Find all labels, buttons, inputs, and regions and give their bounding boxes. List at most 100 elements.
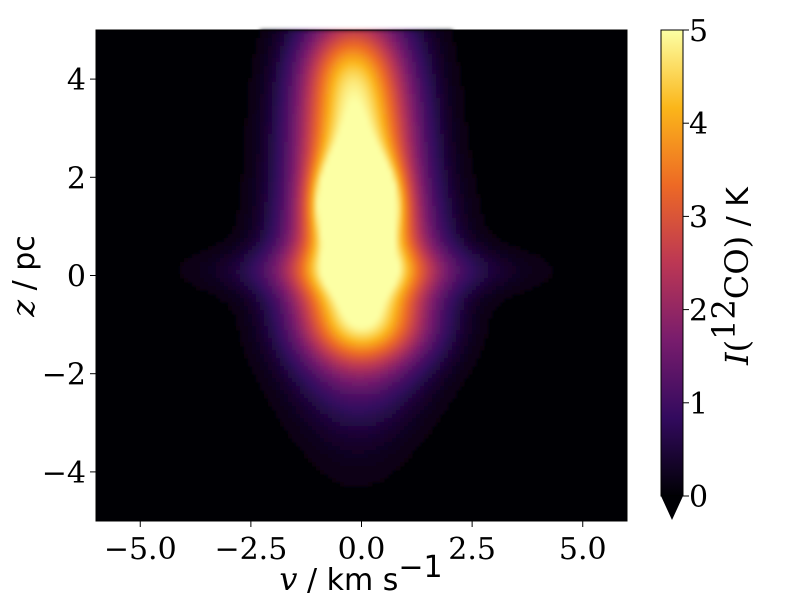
heatmap-cell xyxy=(252,210,257,215)
heatmap-cell xyxy=(248,134,253,139)
heatmap-cell xyxy=(452,250,457,255)
heatmap-cell xyxy=(448,290,453,295)
heatmap-cell xyxy=(360,298,365,303)
heatmap-cell xyxy=(292,34,297,39)
heatmap-cell xyxy=(304,74,309,79)
heatmap-cell xyxy=(356,122,361,127)
heatmap-cell xyxy=(256,310,261,315)
heatmap-cell xyxy=(320,58,325,63)
heatmap-cell xyxy=(340,234,345,239)
heatmap-cell xyxy=(296,330,301,335)
heatmap-cell xyxy=(436,274,441,279)
heatmap-cell xyxy=(376,166,381,171)
heatmap-cell xyxy=(280,82,285,87)
heatmap-cell xyxy=(300,138,305,143)
heatmap-cell xyxy=(280,142,285,147)
heatmap-cell xyxy=(288,346,293,351)
heatmap-cell xyxy=(472,334,477,339)
heatmap-cell xyxy=(416,286,421,291)
heatmap-cell xyxy=(428,90,433,95)
heatmap-cell xyxy=(332,134,337,139)
heatmap-cell xyxy=(324,310,329,315)
heatmap-cell xyxy=(384,262,389,267)
heatmap-cell xyxy=(336,62,341,67)
heatmap-cell xyxy=(400,174,405,179)
heatmap-cell xyxy=(260,114,265,119)
heatmap-cell xyxy=(360,330,365,335)
heatmap-cell xyxy=(340,306,345,311)
heatmap-cell xyxy=(312,206,317,211)
heatmap-cell xyxy=(516,274,521,279)
heatmap-cell xyxy=(444,250,449,255)
heatmap-cell xyxy=(340,186,345,191)
heatmap-cell xyxy=(288,122,293,127)
heatmap-cell xyxy=(352,150,357,155)
heatmap-cell xyxy=(264,338,269,343)
heatmap-cell xyxy=(328,286,333,291)
heatmap-cell xyxy=(292,322,297,327)
heatmap-cell xyxy=(444,34,449,39)
heatmap-cell xyxy=(408,86,413,91)
heatmap-cell xyxy=(340,166,345,171)
heatmap-cell xyxy=(292,254,297,259)
heatmap-cell xyxy=(268,322,273,327)
heatmap-cell xyxy=(404,74,409,79)
heatmap-cell xyxy=(408,318,413,323)
heatmap-cell xyxy=(212,262,217,267)
heatmap-cell xyxy=(420,218,425,223)
heatmap-cell xyxy=(444,50,449,55)
heatmap-cell xyxy=(504,246,509,251)
heatmap-cell xyxy=(376,194,381,199)
heatmap-cell xyxy=(424,210,429,215)
heatmap-cell xyxy=(268,166,273,171)
heatmap-cell xyxy=(296,282,301,287)
heatmap-cell xyxy=(260,38,265,43)
heatmap-cell xyxy=(308,230,313,235)
heatmap-cell xyxy=(448,278,453,283)
heatmap-cell xyxy=(256,218,261,223)
heatmap-cell xyxy=(420,82,425,87)
heatmap-cell xyxy=(328,66,333,71)
heatmap-cell xyxy=(408,330,413,335)
heatmap-cell xyxy=(420,318,425,323)
heatmap-cell xyxy=(316,238,321,243)
heatmap-cell xyxy=(360,166,365,171)
heatmap-cell xyxy=(344,334,349,339)
heatmap-cell xyxy=(432,218,437,223)
heatmap-cell xyxy=(296,86,301,91)
heatmap-cell xyxy=(288,126,293,131)
heatmap-cell xyxy=(428,186,433,191)
heatmap-cell xyxy=(432,146,437,151)
heatmap-cell xyxy=(396,118,401,123)
heatmap-cell xyxy=(312,134,317,139)
heatmap-cell xyxy=(320,246,325,251)
heatmap-cell xyxy=(368,54,373,59)
heatmap-cell xyxy=(472,254,477,259)
heatmap-cell xyxy=(268,298,273,303)
heatmap-cell xyxy=(224,254,229,259)
heatmap-cell xyxy=(324,86,329,91)
heatmap-cell xyxy=(404,98,409,103)
heatmap-cell xyxy=(368,306,373,311)
heatmap-cell xyxy=(352,266,357,271)
heatmap-cell xyxy=(376,34,381,39)
heatmap-cell xyxy=(312,118,317,123)
heatmap-cell xyxy=(396,250,401,255)
heatmap-cell xyxy=(348,166,353,171)
heatmap-cell xyxy=(264,202,269,207)
heatmap-cell xyxy=(344,102,349,107)
heatmap-cell xyxy=(452,242,457,247)
heatmap-cell xyxy=(408,206,413,211)
heatmap-cell xyxy=(232,258,237,263)
heatmap-cell xyxy=(328,86,333,91)
heatmap-cell xyxy=(268,222,273,227)
heatmap-cell xyxy=(316,138,321,143)
heatmap-cell xyxy=(308,106,313,111)
heatmap-cell xyxy=(288,338,293,343)
heatmap-cell xyxy=(436,206,441,211)
heatmap-cell xyxy=(312,174,317,179)
heatmap-cell xyxy=(284,202,289,207)
heatmap-cell xyxy=(392,186,397,191)
heatmap-cell xyxy=(440,238,445,243)
heatmap-cell xyxy=(340,66,345,71)
